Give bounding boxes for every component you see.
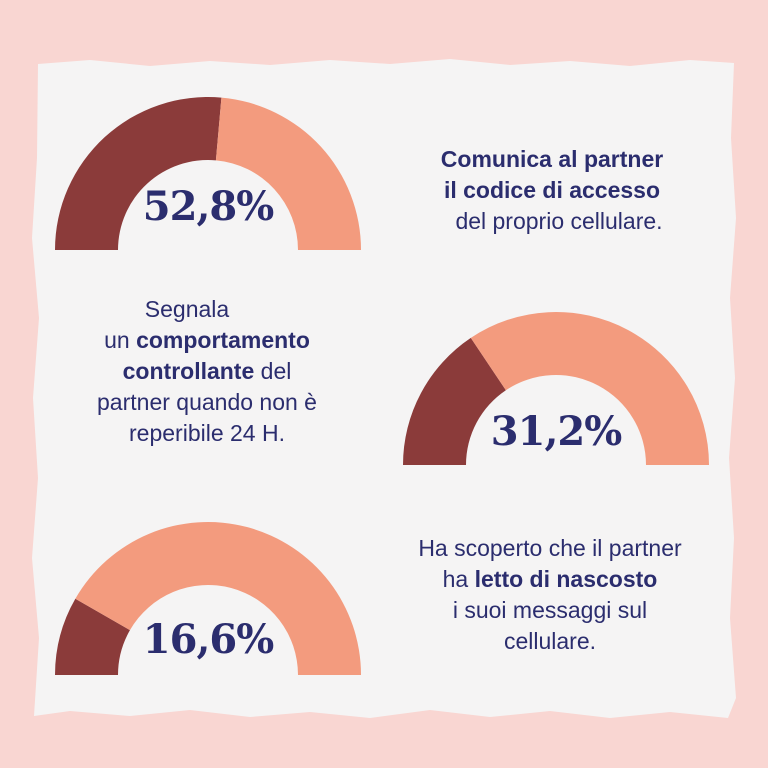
gauge-value-label: 16,6% xyxy=(142,616,274,663)
caption-text: ha xyxy=(442,566,475,592)
caption-line: Comunica al partner xyxy=(440,146,664,172)
caption-comportamento-controllante: Segnala un comportamento controllante de… xyxy=(52,294,362,449)
caption-line: controllante del xyxy=(52,356,362,387)
caption-line: Ha scoperto che il partner xyxy=(418,535,682,561)
caption-bold: controllante xyxy=(122,358,255,384)
caption-bold: comportamento xyxy=(136,327,310,353)
gauge-remainder-segment xyxy=(215,97,361,251)
gauge-letto-nascosto: 16,6% xyxy=(55,520,361,680)
caption-text: un xyxy=(104,327,137,353)
caption-bold: letto di nascosto xyxy=(474,566,658,592)
gauge-chart xyxy=(55,522,361,675)
caption-line: del proprio cellulare. xyxy=(455,208,663,234)
gauge-share-segment xyxy=(403,337,506,465)
gauge-chart xyxy=(403,312,709,465)
gauge-chart xyxy=(55,96,361,251)
gauge-remainder-segment xyxy=(75,522,361,675)
gauge-remainder-segment xyxy=(470,312,709,465)
caption-line: il codice di accesso xyxy=(443,177,661,203)
caption-letto-nascosto: Ha scoperto che il partner ha letto di n… xyxy=(365,533,735,657)
caption-line: ha letto di nascosto xyxy=(365,564,735,595)
caption-line: partner quando non è xyxy=(97,389,317,415)
caption-line: i suoi messaggi sul xyxy=(452,597,648,623)
caption-comunica-codice: Comunica al partner il codice di accesso… xyxy=(382,144,722,237)
caption-line: Segnala xyxy=(144,296,230,322)
gauge-value-label: 31,2% xyxy=(490,408,622,455)
gauge-comunica-codice: 52,8% xyxy=(55,95,361,255)
gauge-comportamento-controllante: 31,2% xyxy=(403,310,709,470)
gauge-share-segment xyxy=(55,96,222,250)
caption-line: reperibile 24 H. xyxy=(129,420,285,446)
caption-line: un comportamento xyxy=(52,325,362,356)
caption-line: cellulare. xyxy=(503,628,597,654)
caption-text: del xyxy=(254,358,292,384)
gauge-value-label: 52,8% xyxy=(142,183,274,230)
gauge-share-segment xyxy=(55,598,130,675)
